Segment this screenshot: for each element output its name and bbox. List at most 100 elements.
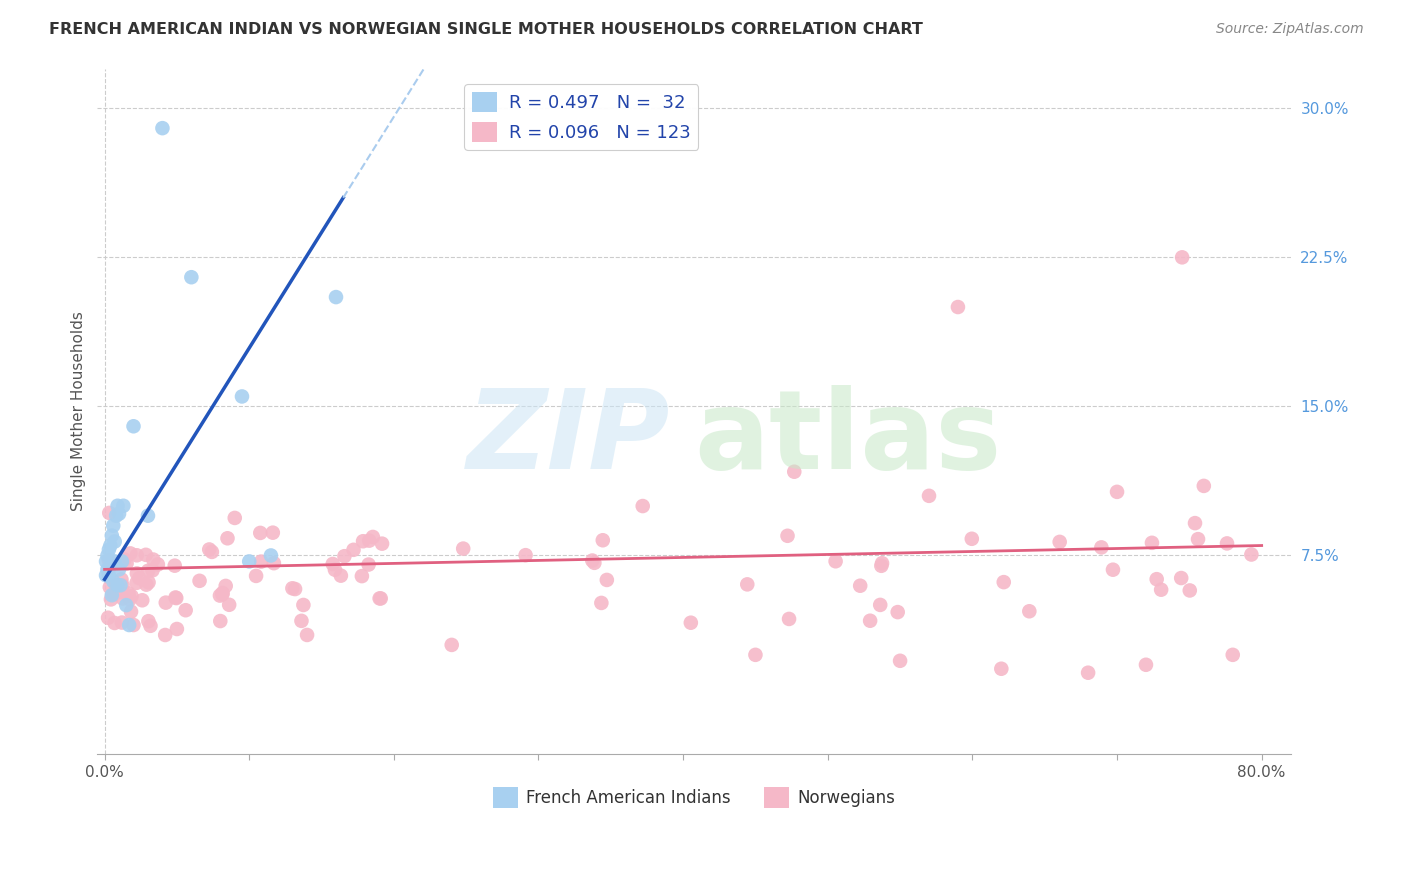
Point (1171, 250, 1194, 264)
Point (993, 575, 1015, 590)
Point (946, 300, 969, 314)
Point (107, 499, 129, 513)
Point (110, 578, 132, 592)
Point (249, 525, 271, 540)
Point (165, 591, 187, 605)
Point (679, 615, 702, 630)
Point (1105, 484, 1128, 499)
Point (211, 586, 233, 600)
Point (121, 589, 143, 603)
Point (110, 573, 132, 587)
Point (152, 121, 174, 136)
Point (783, 465, 806, 479)
Point (120, 546, 142, 560)
Point (322, 557, 344, 571)
Point (136, 564, 159, 578)
Point (101, 528, 124, 542)
Text: ZIP: ZIP (467, 385, 671, 492)
Point (100, 592, 122, 607)
Point (94, 554, 117, 568)
Point (918, 489, 941, 503)
Point (990, 662, 1012, 676)
Point (776, 529, 799, 543)
Point (208, 589, 231, 603)
Point (94, 568, 117, 582)
Point (1240, 548, 1263, 562)
Point (111, 615, 134, 630)
Point (96, 562, 118, 576)
Point (122, 419, 145, 434)
Point (104, 578, 127, 592)
Point (440, 638, 463, 652)
Point (1222, 648, 1244, 662)
Point (583, 556, 606, 570)
Point (245, 569, 267, 583)
Point (735, 577, 758, 591)
Point (135, 577, 157, 591)
Point (98, 539, 121, 553)
Text: Source: ZipAtlas.com: Source: ZipAtlas.com (1216, 22, 1364, 37)
Point (141, 563, 163, 577)
Point (592, 533, 614, 548)
Point (118, 592, 141, 607)
Point (870, 558, 893, 573)
Point (581, 553, 603, 567)
Point (104, 615, 127, 630)
Point (112, 552, 135, 566)
Point (1216, 536, 1239, 550)
Point (260, 549, 283, 563)
Point (120, 605, 142, 619)
Point (107, 578, 129, 592)
Point (359, 533, 381, 548)
Point (108, 562, 131, 576)
Y-axis label: Single Mother Households: Single Mother Households (72, 311, 86, 511)
Point (329, 568, 352, 582)
Point (163, 558, 186, 573)
Point (215, 579, 238, 593)
Point (104, 554, 127, 568)
Point (631, 499, 654, 513)
Point (98, 580, 121, 594)
Point (174, 603, 197, 617)
Point (122, 618, 145, 632)
Point (281, 582, 304, 596)
Point (115, 557, 138, 571)
Point (166, 622, 188, 636)
Point (155, 596, 177, 610)
Point (138, 575, 160, 590)
Point (135, 548, 157, 562)
Point (97, 553, 120, 567)
Point (224, 511, 246, 525)
Point (1192, 479, 1215, 493)
Point (98, 558, 121, 573)
Point (889, 654, 911, 668)
Point (1178, 583, 1201, 598)
Point (136, 508, 159, 523)
Point (370, 591, 392, 606)
Point (112, 499, 135, 513)
Point (111, 554, 134, 568)
Point (371, 536, 394, 550)
Point (98, 560, 121, 574)
Text: atlas: atlas (695, 385, 1001, 492)
Point (188, 574, 211, 588)
Point (886, 605, 908, 619)
Point (111, 591, 134, 606)
Point (128, 571, 150, 585)
Point (1187, 532, 1209, 546)
Point (198, 542, 221, 557)
Point (209, 614, 232, 628)
Point (290, 614, 312, 628)
Point (869, 598, 891, 612)
Point (103, 587, 125, 601)
Point (325, 290, 347, 304)
Point (165, 591, 187, 605)
Point (451, 541, 474, 556)
Point (250, 555, 273, 569)
Point (292, 598, 315, 612)
Point (333, 549, 356, 564)
Point (97, 542, 120, 557)
Point (596, 573, 619, 587)
Point (201, 545, 224, 559)
Point (125, 549, 148, 563)
